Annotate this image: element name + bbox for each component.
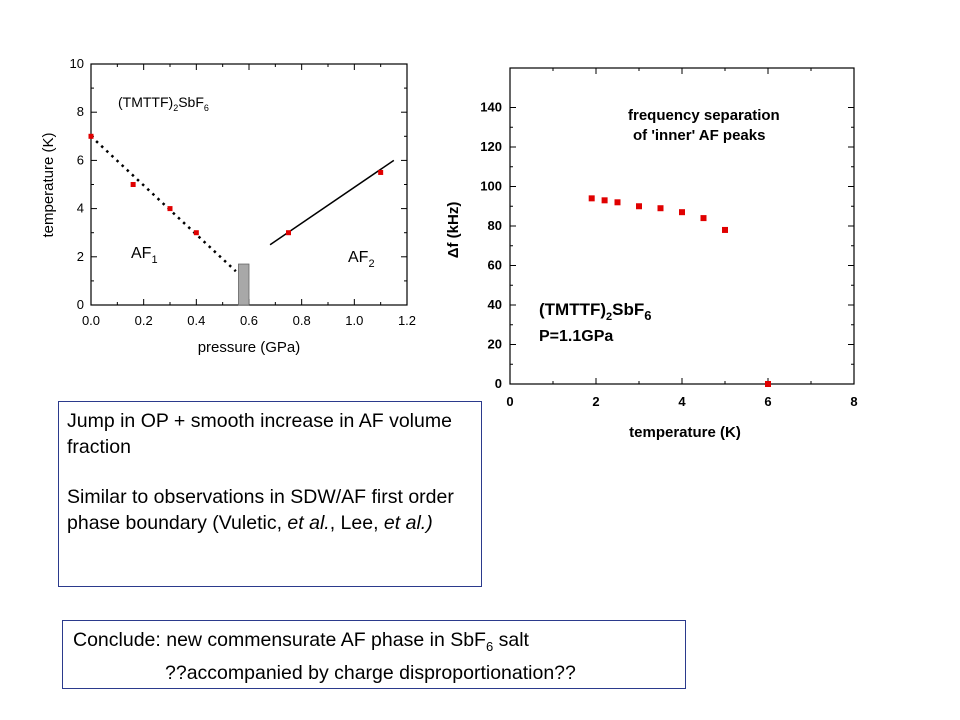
conclusion-line1: Conclude: new commensurate AF phase in S… [73, 629, 529, 654]
y-tick-label: 20 [488, 337, 502, 352]
x-tick-label: 0.8 [293, 313, 311, 328]
x-tick-label: 4 [678, 394, 686, 409]
data-point [614, 199, 621, 206]
data-point [88, 133, 94, 139]
data-point [700, 215, 707, 222]
y-tick-label: 120 [480, 139, 502, 154]
chart-title-line2: of 'inner' AF peaks [633, 127, 765, 144]
x-tick-label: 0 [506, 394, 513, 409]
x-axis-label: pressure (GPa) [198, 339, 301, 356]
data-point [722, 226, 728, 233]
data-point [167, 206, 173, 212]
chart-title-line1: frequency separation [628, 107, 780, 124]
compound-label: (TMTTF)2SbF6 [118, 94, 209, 113]
y-tick-label: 100 [480, 179, 502, 194]
y-tick-label: 80 [488, 218, 502, 233]
y-tick-label: 140 [480, 100, 502, 115]
y-axis-label: temperature (K) [40, 132, 57, 237]
data-point [601, 197, 608, 204]
transition-region [238, 263, 250, 306]
af2-label: AF2 [348, 249, 375, 270]
x-tick-label: 0.2 [135, 313, 153, 328]
y-tick-label: 0 [495, 376, 502, 391]
x-tick-label: 6 [764, 394, 771, 409]
data-point [588, 195, 595, 202]
y-tick-label: 10 [70, 56, 84, 71]
data-point [679, 209, 685, 216]
data-point [378, 169, 384, 175]
af1-label: AF1 [131, 245, 158, 266]
x-tick-label: 0.6 [240, 313, 258, 328]
data-point [657, 205, 664, 212]
data-point [765, 381, 771, 387]
x-tick-label: 0.0 [82, 313, 100, 328]
chart-marks [588, 195, 771, 387]
data-point [130, 182, 136, 187]
x-tick-label: 1.0 [345, 313, 363, 328]
y-tick-label: 6 [77, 152, 84, 167]
x-tick-label: 8 [850, 394, 857, 409]
y-tick-label: 2 [77, 249, 84, 264]
notes-line2: Similar to observations in SDW/AF first … [67, 486, 454, 534]
x-tick-label: 0.4 [187, 313, 205, 328]
y-axis-label: Δf (kHz) [445, 202, 462, 259]
y-tick-label: 8 [77, 104, 84, 119]
conclusion-line2: ??accompanied by charge disproportionati… [165, 661, 576, 684]
conclusion-box: Conclude: new commensurate AF phase in S… [62, 620, 686, 689]
axis-ticks: 0.0 0.2 0.4 0.6 0.8 1.0 1.2 0 2 4 6 8 10 [70, 56, 417, 328]
y-tick-label: 4 [77, 201, 84, 216]
data-point [193, 230, 199, 236]
x-axis-label: temperature (K) [629, 424, 741, 441]
y-tick-label: 40 [488, 297, 502, 312]
af1-boundary-line [90, 135, 237, 273]
notes-line1: Jump in OP + smooth increase in AF volum… [67, 410, 452, 458]
compound-label: (TMTTF)2SbF6 [539, 300, 652, 323]
data-point [286, 230, 291, 236]
pressure-label: P=1.1GPa [539, 328, 613, 345]
x-tick-label: 1.2 [398, 313, 416, 328]
x-tick-label: 2 [592, 394, 599, 409]
y-tick-label: 60 [488, 258, 502, 273]
y-tick-label: 0 [77, 297, 84, 312]
notes-box: Jump in OP + smooth increase in AF volum… [58, 401, 482, 587]
chart-marks [88, 133, 395, 306]
data-point [636, 203, 642, 210]
